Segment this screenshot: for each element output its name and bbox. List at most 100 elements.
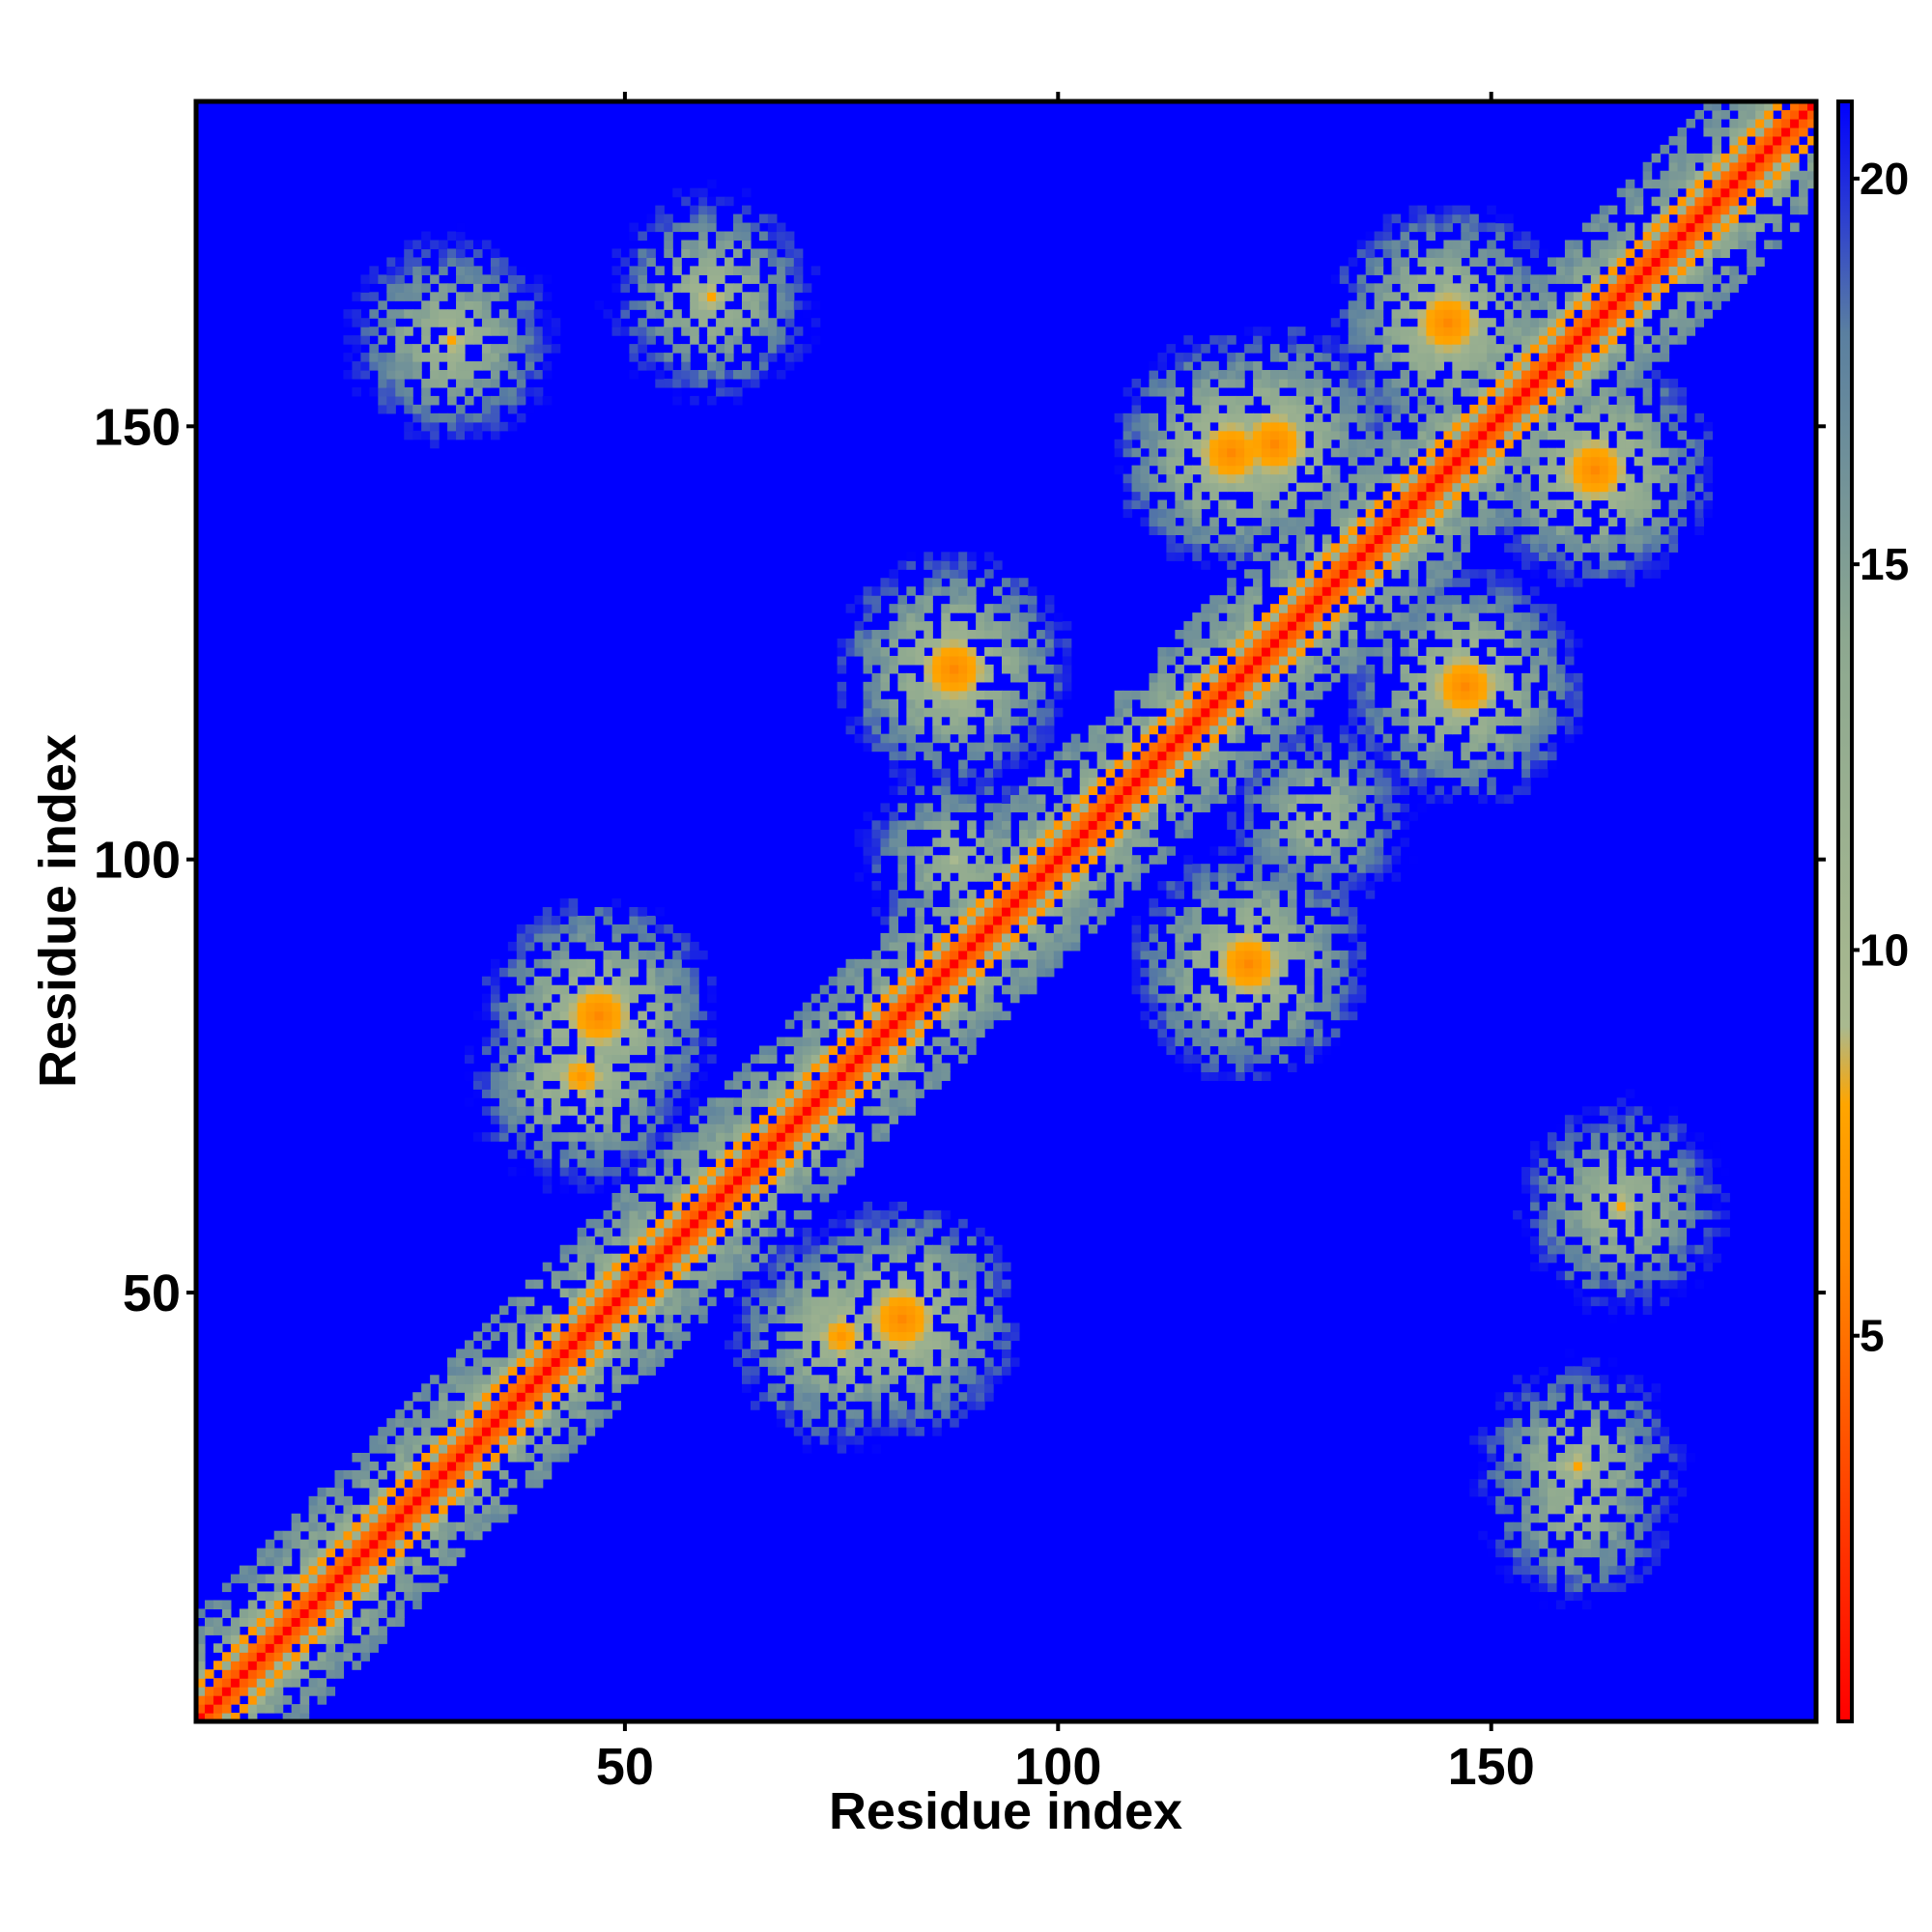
heatmap-cell [950, 907, 959, 917]
heatmap-cell [767, 370, 778, 380]
heatmap-cell [1201, 395, 1210, 406]
heatmap-cell [1027, 707, 1037, 718]
heatmap-cell [533, 1469, 544, 1480]
heatmap-cell [950, 1262, 959, 1272]
heatmap-cell [837, 1037, 847, 1047]
heatmap-cell [1236, 1002, 1245, 1012]
heatmap-cell [559, 1002, 570, 1012]
heatmap-cell [837, 1444, 847, 1454]
heatmap-cell [802, 300, 812, 310]
heatmap-cell [828, 1296, 838, 1307]
heatmap-cell [854, 1158, 865, 1168]
heatmap-cell [967, 1349, 977, 1358]
heatmap-cell [577, 1071, 587, 1081]
heatmap-cell [1114, 777, 1124, 787]
heatmap-cell [404, 1574, 413, 1584]
heatmap-cell [863, 1045, 873, 1056]
heatmap-cell [1053, 932, 1064, 943]
heatmap-cell [897, 630, 907, 639]
heatmap-cell [1053, 664, 1064, 674]
heatmap-cell [793, 1123, 804, 1133]
heatmap-cell [1018, 890, 1029, 899]
heatmap-cell [490, 984, 500, 995]
heatmap-cell [1018, 716, 1029, 726]
heatmap-cell [802, 1089, 812, 1098]
heatmap-cell [758, 1227, 769, 1237]
heatmap-cell [793, 1262, 804, 1272]
heatmap-cell [758, 292, 769, 301]
heatmap-cell [793, 1150, 804, 1159]
heatmap-cell [1175, 768, 1184, 779]
heatmap-cell [1175, 751, 1184, 761]
heatmap-cell [472, 1132, 483, 1142]
heatmap-cell [481, 274, 492, 284]
heatmap-cell [950, 1305, 959, 1316]
heatmap-cell [976, 1314, 985, 1324]
heatmap-cell [1044, 958, 1055, 969]
heatmap-cell [472, 412, 483, 423]
heatmap-cell [1236, 976, 1245, 986]
heatmap-cell [984, 923, 994, 934]
heatmap-cell [465, 1452, 474, 1463]
heatmap-cell [1262, 846, 1271, 856]
heatmap-cell [472, 1530, 483, 1541]
heatmap-cell [1262, 958, 1271, 969]
heatmap-cell [1227, 733, 1236, 744]
heatmap-cell [967, 829, 977, 838]
heatmap-cell [776, 370, 786, 380]
heatmap-cell [1166, 794, 1176, 804]
heatmap-cell [620, 1183, 630, 1194]
heatmap-cell [603, 1063, 613, 1073]
heatmap-cell [1140, 984, 1151, 995]
heatmap-cell [897, 829, 907, 838]
heatmap-cell [343, 1574, 354, 1584]
heatmap-cell [221, 1634, 232, 1644]
heatmap-cell [525, 1478, 535, 1489]
heatmap-cell [776, 1123, 786, 1133]
heatmap-cell [1140, 759, 1151, 770]
heatmap-cell [603, 1167, 613, 1177]
heatmap-cell [1218, 751, 1228, 761]
heatmap-cell [603, 1236, 613, 1246]
heatmap-cell [845, 639, 856, 648]
heatmap-cell [412, 1418, 422, 1428]
heatmap-cell [472, 386, 483, 397]
heatmap-cell [837, 664, 847, 674]
heatmap-cell [1227, 639, 1236, 648]
heatmap-cell [533, 335, 544, 345]
heatmap-cell [412, 1461, 422, 1471]
heatmap-cell [1105, 864, 1116, 873]
heatmap-cell [439, 1435, 448, 1445]
heatmap-cell [906, 1236, 916, 1246]
heatmap-cell [1270, 482, 1280, 493]
heatmap-cell [1262, 838, 1271, 847]
heatmap-cell [1166, 378, 1176, 388]
heatmap-cell [620, 1270, 630, 1281]
heatmap-cell [620, 984, 630, 995]
heatmap-cell [871, 1002, 882, 1012]
heatmap-cell [941, 1331, 951, 1342]
heatmap-cell [551, 1418, 561, 1428]
heatmap-cell [439, 1383, 448, 1393]
heatmap-cell [828, 1383, 838, 1393]
heatmap-cell [707, 1115, 717, 1124]
heatmap-cell [1218, 681, 1228, 692]
heatmap-cell [299, 1556, 310, 1567]
heatmap-cell [784, 240, 795, 250]
heatmap-cell [1096, 881, 1107, 891]
heatmap-cell [412, 1556, 422, 1567]
heatmap-cell [897, 932, 907, 943]
heatmap-cell [871, 1296, 882, 1307]
heatmap-cell [1157, 499, 1168, 510]
heatmap-cell [837, 1097, 847, 1107]
heatmap-cell [1044, 967, 1055, 978]
heatmap-cell [776, 1115, 786, 1124]
heatmap-cell [784, 1176, 795, 1185]
heatmap-cell [1201, 1028, 1210, 1038]
heatmap-cell [490, 395, 500, 406]
heatmap-cell [1201, 881, 1210, 891]
heatmap-cell [681, 1063, 691, 1073]
heatmap-cell [1096, 777, 1107, 787]
heatmap-cell [646, 976, 656, 986]
heatmap-cell [498, 318, 509, 327]
